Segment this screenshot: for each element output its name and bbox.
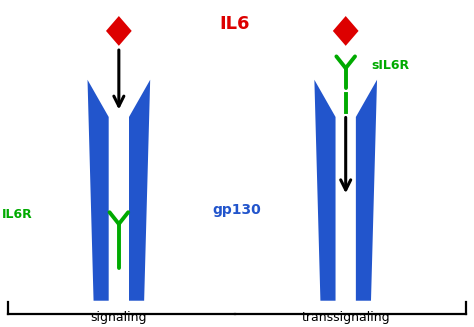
Polygon shape: [129, 80, 150, 301]
Text: IL6R: IL6R: [1, 208, 32, 221]
Text: signaling: signaling: [91, 311, 147, 324]
Polygon shape: [88, 80, 109, 301]
Polygon shape: [106, 16, 132, 46]
Polygon shape: [356, 80, 377, 301]
Text: sIL6R: sIL6R: [372, 59, 410, 72]
Text: transsignaling: transsignaling: [301, 311, 390, 324]
Text: IL6: IL6: [219, 15, 250, 33]
Polygon shape: [314, 80, 336, 301]
Polygon shape: [333, 16, 358, 46]
Text: gp130: gp130: [213, 203, 261, 217]
